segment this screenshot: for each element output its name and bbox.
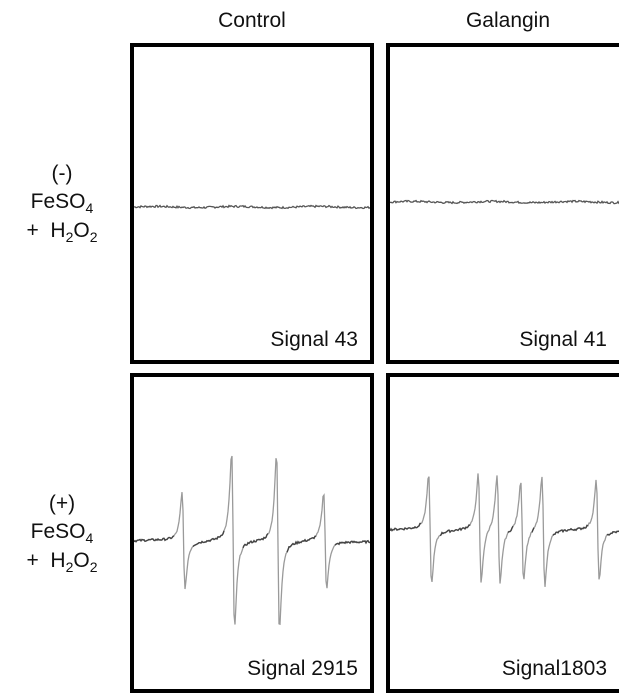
reagent1-base: FeSO (30, 520, 86, 543)
signal-label: Signal 41 (519, 328, 607, 351)
reagent2-sub1: 2 (65, 559, 74, 575)
spectrum-trace (134, 204, 370, 210)
spectrum-trace (390, 473, 619, 587)
row-sign: (+) (48, 492, 76, 515)
spectrum-trace (134, 455, 370, 626)
reagent1-sub: 4 (85, 200, 94, 216)
column-header-control: Control (218, 9, 286, 32)
row-reagent-h2o2: + H2O2 (0, 547, 124, 576)
row-label-minus: (-) FeSO4 + H2O2 (0, 160, 124, 246)
reagent2-base: H (50, 549, 66, 572)
row-reagent-feso4: FeSO4 (0, 188, 124, 217)
esr-spectrum-control-negative (134, 204, 370, 210)
reagent2-sub2: 2 (89, 559, 98, 575)
reagent1-sub: 4 (85, 530, 94, 546)
spectrum-baseline (134, 530, 370, 553)
signal-label: Signal1803 (501, 657, 607, 680)
signal-label: Signal 2915 (247, 657, 358, 680)
signal-label: Signal 43 (270, 328, 358, 351)
panel-control-negative: Signal 43 (130, 43, 374, 364)
reagent-plus: + (26, 549, 39, 572)
reagent-plus: + (26, 219, 39, 242)
reagent2-base: H (50, 219, 66, 242)
row-reagent-h2o2: + H2O2 (0, 217, 124, 246)
reagent2-sub1: 2 (65, 229, 74, 245)
reagent2-sub2: 2 (89, 229, 98, 245)
panel-galangin-positive: Signal1803 (386, 373, 619, 693)
esr-spectrum-galangin-negative (390, 199, 619, 205)
esr-spectrum-galangin-positive (390, 473, 619, 587)
panel-control-positive: Signal 2915 (130, 373, 374, 693)
reagent2-mid: O (73, 549, 90, 572)
row-label-plus: (+) FeSO4 + H2O2 (0, 490, 124, 576)
spectrum-trace (390, 199, 619, 205)
row-sign: (-) (51, 162, 73, 185)
panel-galangin-negative: Signal 41 (386, 43, 619, 364)
esr-spectrum-control-positive (134, 455, 370, 626)
reagent2-mid: O (73, 219, 90, 242)
spectrum-baseline (390, 522, 619, 537)
column-header-galangin: Galangin (465, 9, 551, 32)
reagent1-base: FeSO (30, 190, 86, 213)
row-reagent-feso4: FeSO4 (0, 518, 124, 547)
